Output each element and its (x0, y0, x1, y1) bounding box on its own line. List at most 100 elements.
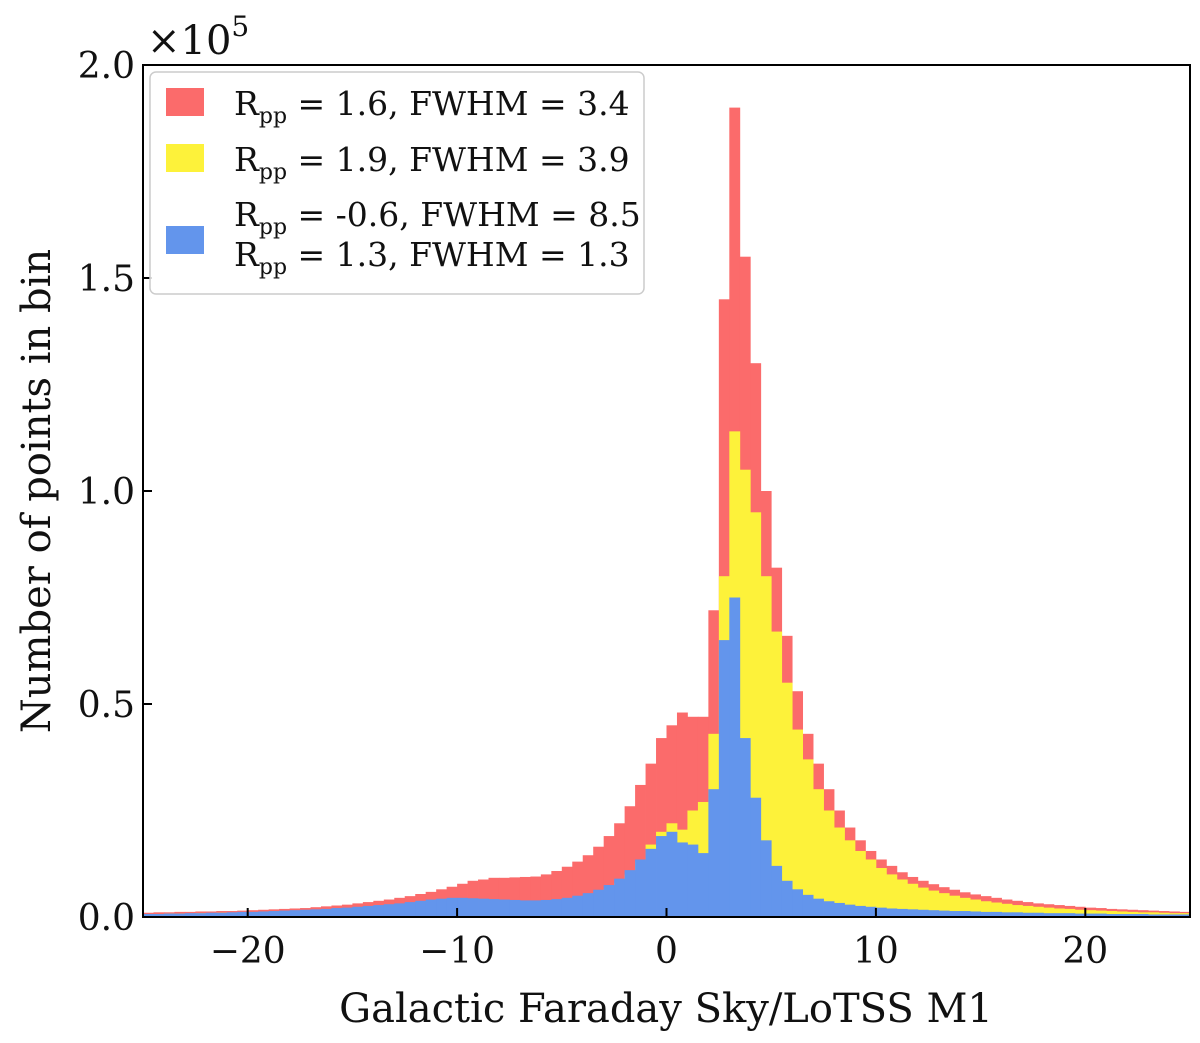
y-tick-label: 1.5 (78, 259, 135, 300)
bar (886, 908, 898, 917)
bar (645, 848, 657, 917)
bar (1169, 914, 1180, 917)
bar (1012, 905, 1023, 917)
bar (959, 911, 971, 917)
bar (1053, 908, 1065, 917)
bar (1043, 907, 1055, 917)
bar (258, 911, 270, 917)
bar (478, 898, 489, 917)
bar (1022, 912, 1034, 917)
bar (781, 880, 793, 917)
bar (676, 842, 688, 917)
bar (1043, 913, 1055, 917)
bar (561, 866, 573, 917)
bar (823, 901, 835, 917)
bar (739, 738, 751, 917)
y-multiplier: ×105 (147, 10, 249, 64)
bar (289, 910, 301, 917)
bar (1095, 913, 1107, 917)
bar (498, 877, 510, 917)
bar (1148, 914, 1159, 917)
bar (603, 836, 615, 917)
bar (540, 874, 552, 917)
bar (823, 810, 835, 917)
bar (582, 893, 594, 917)
series-3-bars (143, 597, 1191, 917)
x-tick-label: 20 (1062, 931, 1108, 972)
bar (729, 597, 741, 917)
y-tick-label: 1.0 (78, 472, 135, 513)
bar (980, 911, 992, 917)
bar (750, 797, 762, 917)
bar (938, 893, 950, 917)
bar (1127, 914, 1139, 917)
x-tick-label: −20 (210, 931, 286, 972)
bar (907, 909, 919, 917)
legend-swatch-1 (166, 88, 204, 116)
x-axis-ticks: −20 −10 0 10 20 (210, 908, 1108, 972)
bar (478, 879, 489, 917)
bar (656, 836, 667, 917)
bar (802, 894, 814, 917)
legend-swatch-2 (166, 144, 204, 172)
bar (373, 905, 385, 917)
y-tick-label: 2.0 (78, 46, 135, 87)
bar (383, 904, 395, 917)
bar (792, 729, 804, 917)
y-axis-label: Number of points in bin (14, 249, 60, 733)
bar (865, 906, 877, 917)
bar (551, 899, 563, 917)
y-tick-label: 0.0 (78, 898, 135, 939)
bar (415, 900, 427, 917)
bar (1032, 906, 1044, 917)
legend-label-3: Rpp = 1.3, FWHM = 1.3 (234, 235, 630, 280)
legend: Rpp = 1.6, FWHM = 3.4 Rpp = 1.9, FWHM = 3… (149, 71, 645, 295)
legend-swatch-3 (166, 226, 204, 254)
bar (1012, 912, 1023, 917)
bar (446, 897, 458, 917)
bar (1064, 913, 1076, 917)
bar (949, 895, 961, 917)
bar (1022, 905, 1034, 917)
bar (205, 912, 217, 917)
bar (163, 913, 175, 917)
bar (760, 840, 772, 917)
bar (834, 827, 845, 917)
bar (844, 840, 856, 917)
bar (896, 879, 908, 917)
bar (331, 908, 343, 917)
bar (195, 913, 207, 917)
bar (436, 898, 448, 917)
bar (970, 899, 981, 917)
bar (676, 712, 688, 917)
bar (656, 738, 667, 917)
bar (593, 889, 605, 917)
bar (980, 901, 992, 917)
bar (886, 874, 898, 917)
bar (854, 850, 866, 917)
x-axis-label: Galactic Faraday Sky/LoTSS M1 (339, 986, 993, 1032)
bar (645, 763, 657, 917)
bar (666, 831, 678, 917)
histogram-bars (143, 107, 1191, 918)
bar (226, 912, 238, 917)
bar (854, 905, 866, 917)
bar (362, 905, 374, 917)
bar (697, 853, 709, 917)
bar (153, 914, 165, 917)
bar (844, 904, 856, 917)
bar (771, 865, 783, 917)
bar (917, 909, 929, 917)
bar (834, 902, 845, 917)
y-axis-ticks: 0.0 0.5 1.0 1.5 2.0 (78, 46, 152, 939)
y-tick-label: 0.5 (78, 685, 135, 726)
bar (509, 877, 521, 917)
bar (519, 900, 531, 917)
bar (1137, 914, 1149, 917)
bar (300, 909, 311, 917)
bar (143, 914, 154, 917)
x-tick-label: 10 (853, 931, 899, 972)
bar (708, 789, 720, 917)
bar (425, 899, 437, 917)
